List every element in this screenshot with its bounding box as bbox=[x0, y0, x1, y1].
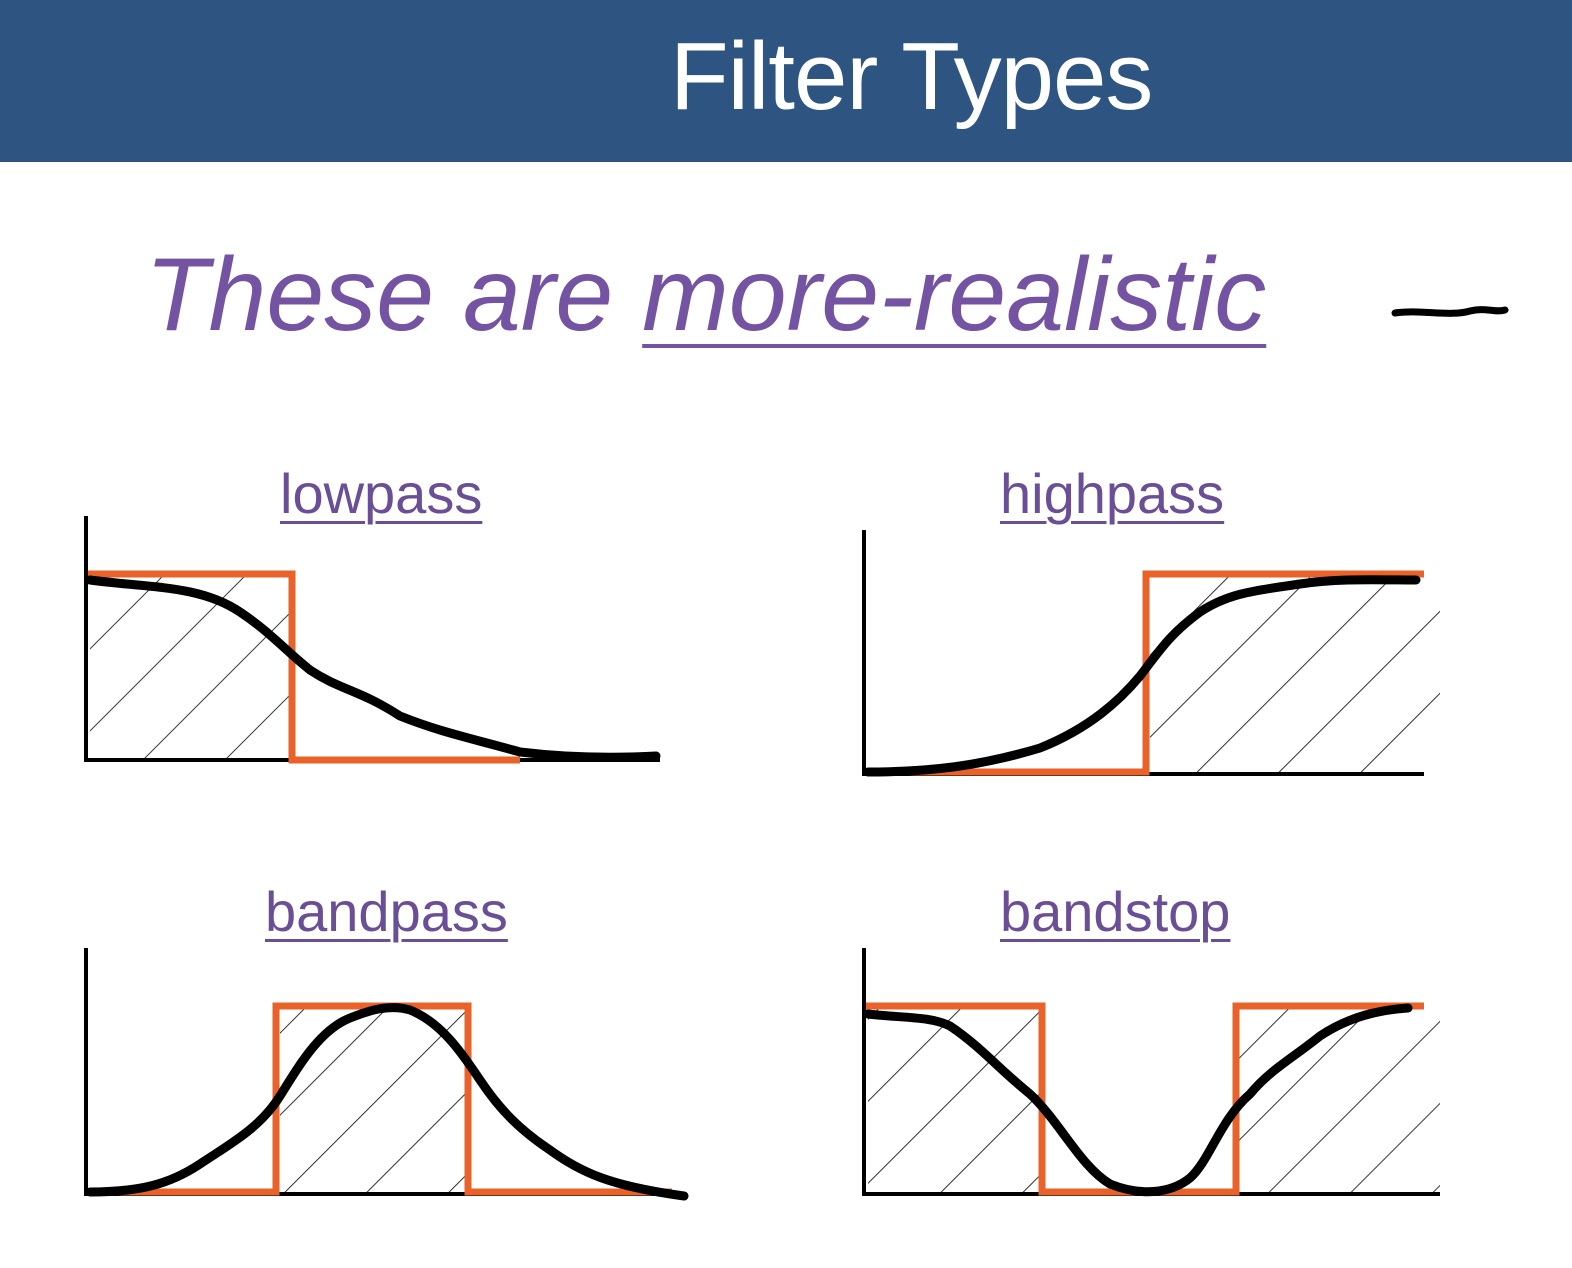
passband-hatch bbox=[280, 1006, 466, 1192]
passband-hatch-low bbox=[868, 1006, 1040, 1192]
label-lowpass: lowpass bbox=[280, 462, 483, 525]
passband-hatch bbox=[90, 574, 292, 758]
plot-bandpass bbox=[84, 948, 689, 1201]
label-bandstop: bandstop bbox=[1000, 880, 1231, 943]
subtitle-prefix: These are bbox=[145, 237, 643, 353]
plot-highpass bbox=[862, 530, 1440, 777]
subtitle-emphasis: more-realistic bbox=[642, 237, 1267, 353]
plot-lowpass bbox=[84, 516, 661, 764]
subtitle: These are more-realistic bbox=[145, 235, 1266, 355]
page-title: Filter Types bbox=[670, 23, 1153, 130]
handwritten-dash-mark bbox=[1391, 306, 1509, 317]
realistic-response bbox=[863, 1003, 1413, 1197]
passband-hatch bbox=[1150, 574, 1440, 772]
title-bar: Filter Types bbox=[0, 0, 1572, 162]
passband-hatch-high bbox=[1238, 1006, 1440, 1192]
realistic-response bbox=[863, 575, 1421, 777]
realistic-response bbox=[85, 575, 661, 762]
label-highpass: highpass bbox=[1000, 462, 1225, 525]
label-bandpass: bandpass bbox=[265, 880, 508, 943]
axes bbox=[862, 948, 1440, 1196]
realistic-response bbox=[85, 1003, 689, 1201]
ideal-response bbox=[88, 570, 520, 764]
plot-bandstop bbox=[862, 948, 1440, 1197]
